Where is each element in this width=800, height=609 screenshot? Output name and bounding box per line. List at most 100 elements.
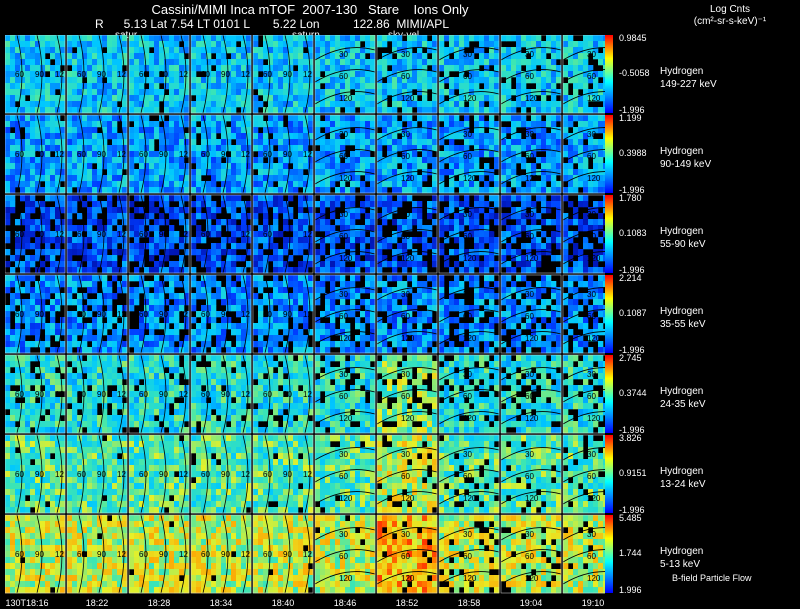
contour-line bbox=[242, 35, 249, 114]
pixel bbox=[236, 121, 242, 128]
pixel bbox=[82, 115, 88, 122]
pixel bbox=[432, 219, 438, 226]
pixel bbox=[206, 53, 212, 60]
pixel bbox=[87, 267, 93, 274]
pixel bbox=[184, 195, 190, 202]
pixel bbox=[25, 305, 31, 312]
pixel bbox=[392, 311, 398, 318]
pixel bbox=[82, 341, 88, 348]
pixel bbox=[402, 101, 408, 108]
pixel bbox=[112, 317, 118, 324]
pixel bbox=[263, 127, 269, 134]
pixel bbox=[20, 187, 26, 194]
contour-label: 30 bbox=[339, 130, 348, 139]
pixel bbox=[40, 249, 46, 256]
pixel bbox=[531, 77, 537, 84]
pixel bbox=[35, 329, 41, 336]
pixel bbox=[112, 101, 118, 108]
pixel bbox=[87, 255, 93, 262]
pixel bbox=[402, 89, 408, 96]
pixel bbox=[184, 231, 190, 238]
pixel bbox=[573, 115, 579, 122]
pixel bbox=[345, 163, 351, 170]
pixel bbox=[184, 35, 190, 42]
pixel bbox=[231, 107, 237, 114]
pixel bbox=[603, 231, 605, 238]
pixel bbox=[320, 281, 326, 288]
pixel bbox=[479, 237, 485, 244]
pixel bbox=[551, 53, 557, 60]
pixel bbox=[87, 89, 93, 96]
pixel bbox=[241, 293, 247, 300]
pixel bbox=[556, 255, 562, 262]
pixel bbox=[320, 275, 326, 282]
pixel bbox=[506, 231, 512, 238]
pixel bbox=[201, 41, 207, 48]
pixel bbox=[20, 145, 26, 152]
pixel bbox=[370, 65, 376, 72]
pixel bbox=[253, 145, 259, 152]
pixel bbox=[236, 95, 242, 102]
pixel bbox=[541, 175, 547, 182]
pixel bbox=[268, 121, 274, 128]
pixel bbox=[355, 255, 361, 262]
pixel bbox=[169, 237, 175, 244]
panel-border bbox=[128, 194, 190, 274]
pixel bbox=[392, 121, 398, 128]
pixel bbox=[159, 41, 165, 48]
pixel bbox=[20, 83, 26, 90]
pixel bbox=[568, 41, 574, 48]
pixel bbox=[253, 261, 259, 268]
pixel bbox=[479, 53, 485, 60]
pixel bbox=[464, 151, 470, 158]
pixel bbox=[72, 335, 78, 342]
pixel bbox=[231, 59, 237, 66]
pixel bbox=[494, 77, 500, 84]
contour-line bbox=[118, 274, 125, 354]
pixel bbox=[593, 95, 599, 102]
pixel bbox=[221, 139, 227, 146]
pixel bbox=[122, 255, 128, 262]
pixel bbox=[55, 305, 61, 312]
pixel bbox=[144, 335, 150, 342]
pixel bbox=[201, 59, 207, 66]
pixel bbox=[246, 65, 252, 72]
pixel bbox=[253, 107, 259, 114]
pixel bbox=[169, 267, 175, 274]
pixel bbox=[464, 133, 470, 140]
pixel bbox=[134, 83, 140, 90]
pixel bbox=[603, 83, 605, 90]
pixel bbox=[82, 249, 88, 256]
pixel bbox=[134, 275, 140, 282]
pixel bbox=[598, 71, 604, 78]
pixel bbox=[117, 311, 123, 318]
pixel bbox=[298, 71, 304, 78]
pixel bbox=[10, 77, 16, 84]
pixel bbox=[427, 127, 433, 134]
pixel bbox=[201, 231, 207, 238]
pixel bbox=[588, 35, 594, 42]
pixel bbox=[459, 35, 465, 42]
pixel bbox=[226, 77, 232, 84]
pixel bbox=[598, 255, 604, 262]
pixel bbox=[303, 261, 309, 268]
pixel bbox=[201, 237, 207, 244]
pixel bbox=[489, 41, 495, 48]
pixel bbox=[340, 151, 346, 158]
pixel bbox=[484, 53, 490, 60]
pixel bbox=[82, 121, 88, 128]
pixel bbox=[407, 47, 413, 54]
pixel bbox=[246, 175, 252, 182]
pixel bbox=[422, 35, 428, 42]
pixel bbox=[92, 41, 98, 48]
pixel bbox=[206, 201, 212, 208]
pixel bbox=[236, 335, 242, 342]
pixel bbox=[377, 139, 383, 146]
pixel bbox=[273, 163, 279, 170]
pixel bbox=[444, 89, 450, 96]
pixel bbox=[335, 255, 341, 262]
pixel bbox=[268, 89, 274, 96]
pixel bbox=[226, 145, 232, 152]
pixel bbox=[484, 107, 490, 114]
pixel bbox=[370, 317, 376, 324]
